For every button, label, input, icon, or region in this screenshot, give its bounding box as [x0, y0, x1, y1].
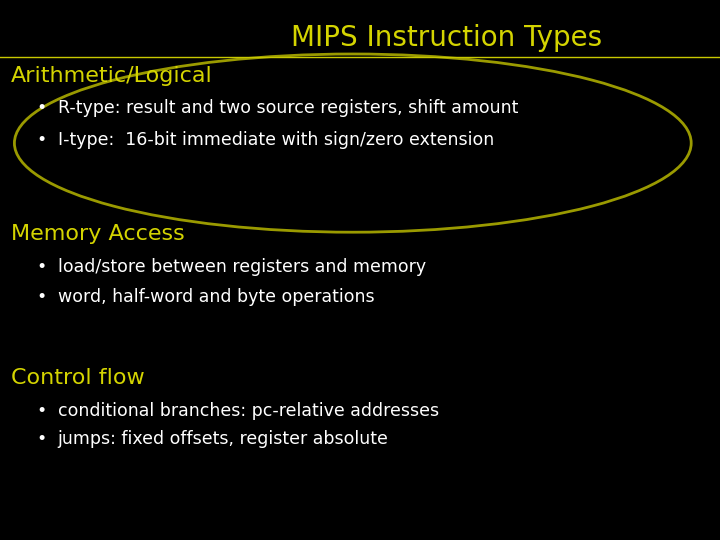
- Text: jumps: fixed offsets, register absolute: jumps: fixed offsets, register absolute: [58, 430, 389, 448]
- Text: •: •: [36, 99, 46, 117]
- Text: •: •: [36, 131, 46, 149]
- Text: I-type:  16-bit immediate with sign/zero extension: I-type: 16-bit immediate with sign/zero …: [58, 131, 494, 149]
- Text: conditional branches: pc-relative addresses: conditional branches: pc-relative addres…: [58, 402, 438, 420]
- Text: Memory Access: Memory Access: [11, 224, 184, 244]
- Text: word, half-word and byte operations: word, half-word and byte operations: [58, 288, 374, 306]
- Text: Control flow: Control flow: [11, 368, 145, 388]
- Text: load/store between registers and memory: load/store between registers and memory: [58, 258, 426, 275]
- Text: Arithmetic/Logical: Arithmetic/Logical: [11, 66, 212, 86]
- Text: •: •: [36, 258, 46, 275]
- Text: •: •: [36, 402, 46, 420]
- Text: R-type: result and two source registers, shift amount: R-type: result and two source registers,…: [58, 99, 518, 117]
- Text: •: •: [36, 288, 46, 306]
- Text: MIPS Instruction Types: MIPS Instruction Types: [291, 24, 602, 52]
- Text: •: •: [36, 430, 46, 448]
